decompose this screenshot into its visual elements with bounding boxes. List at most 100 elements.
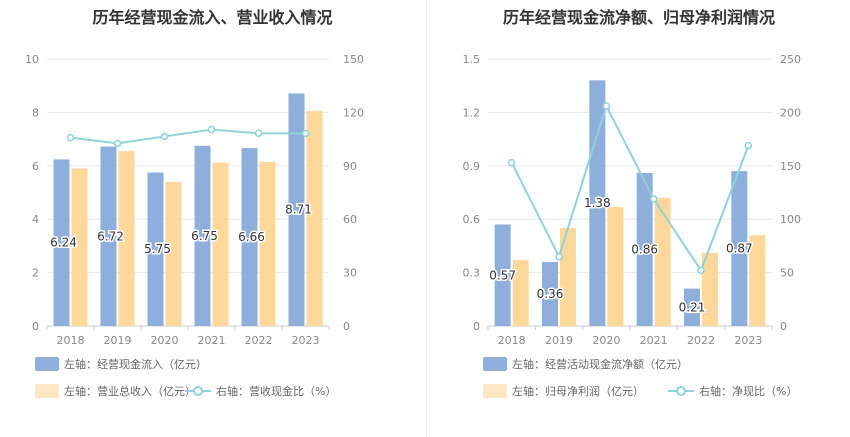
bar-2[interactable] [607, 206, 624, 326]
data-label: 0.36 [537, 287, 564, 301]
ratio-point[interactable] [555, 252, 563, 261]
legend-line-swatch [668, 386, 694, 396]
x-tick-label: 2021 [640, 334, 668, 347]
y-left-tick-label: 1.5 [463, 53, 481, 66]
bar-2[interactable] [654, 197, 671, 326]
bar-1[interactable] [288, 93, 305, 327]
y-left-tick-label: 10 [25, 53, 39, 66]
bar-2[interactable] [306, 111, 323, 326]
data-label: 0.21 [679, 300, 706, 314]
legend-item-bar-1[interactable]: 左轴：经营活动现金流净额（亿元） [483, 356, 688, 372]
x-tick-label: 2018 [498, 334, 526, 347]
ratio-line [70, 128, 306, 145]
bar-1[interactable] [53, 159, 70, 326]
x-tick-label: 2018 [57, 334, 85, 347]
chart-title: 历年经营现金流净额、归母净利润情况 [502, 8, 775, 27]
y-right-tick-label: 50 [780, 267, 794, 280]
legend-item-bar-1[interactable]: 左轴：经营现金流入（亿元） [35, 356, 207, 372]
y-left-tick-label: 0.6 [463, 213, 481, 226]
bar-1[interactable] [731, 171, 748, 326]
legend-item-bar-2[interactable]: 左轴：营业总收入（亿元） [35, 383, 196, 399]
ratio-point[interactable] [602, 102, 611, 110]
legend-label: 左轴：营业总收入（亿元） [64, 385, 196, 398]
bar-1[interactable] [542, 261, 558, 326]
bar-2[interactable] [702, 253, 718, 326]
bar-2[interactable] [118, 151, 135, 326]
bar-1[interactable] [494, 224, 511, 326]
bar-1[interactable] [194, 145, 211, 326]
legend-label: 左轴：经营现金流入（亿元） [64, 358, 207, 371]
bar-2[interactable] [212, 162, 229, 326]
bar-1[interactable] [241, 148, 258, 326]
y-right-tick-label: 200 [780, 106, 801, 119]
bar-1[interactable] [100, 146, 117, 326]
y-right-tick-label: 100 [780, 213, 801, 226]
bar-2[interactable] [512, 260, 529, 326]
x-tick-label: 2020 [151, 334, 179, 347]
y-left-tick-label: 4 [32, 213, 39, 226]
bar-1[interactable] [684, 288, 700, 326]
y-left-tick-label: 8 [32, 106, 39, 119]
data-label: 0.86 [631, 242, 658, 256]
ratio-point[interactable] [744, 141, 753, 150]
bar-2[interactable] [749, 235, 766, 326]
legend-line-swatch [185, 386, 211, 396]
y-left-tick-label: 0 [32, 320, 39, 333]
y-right-tick-label: 250 [780, 53, 801, 66]
y-left-tick-label: 2 [32, 267, 39, 280]
y-right-tick-label: 150 [780, 160, 801, 173]
ratio-point[interactable] [254, 129, 263, 137]
x-tick-label: 2019 [545, 334, 573, 347]
data-label: 0.57 [489, 268, 516, 282]
bar-1[interactable] [589, 80, 606, 326]
bar-2[interactable] [71, 168, 88, 326]
y-left-tick-label: 0.9 [463, 160, 481, 173]
legend-label: 右轴：营收现金比（%） [216, 385, 337, 398]
data-label: 6.72 [97, 229, 124, 243]
x-tick-label: 2023 [292, 334, 320, 347]
ratio-line [510, 103, 750, 273]
legend-label: 左轴：归母净利润（亿元） [512, 385, 644, 398]
chart-plot-area: 0 0 0.3 50 0.6 100 0.9 150 1.2 200 1.5 250 2018 2019 2… [463, 53, 802, 347]
bar-2[interactable] [165, 181, 182, 326]
chart-legend: 左轴：经营活动现金流净额（亿元） 左轴：归母净利润（亿元） 右轴：净现比（%） [483, 356, 843, 406]
x-tick-label: 2023 [734, 334, 762, 347]
bar-2[interactable] [560, 228, 576, 326]
chart-title: 历年经营现金流入、营业收入情况 [92, 8, 333, 27]
ratio-point[interactable] [507, 158, 516, 167]
x-tick-label: 2021 [198, 334, 226, 347]
legend-swatch [35, 384, 59, 398]
x-tick-label: 2019 [104, 334, 132, 347]
bar-2[interactable] [259, 161, 276, 326]
ratio-point[interactable] [160, 132, 169, 141]
bar-1[interactable] [147, 172, 164, 326]
y-right-tick-label: 0 [343, 320, 350, 333]
ratio-point[interactable] [301, 129, 310, 138]
legend-swatch [483, 357, 507, 371]
data-label: 0.87 [726, 242, 753, 256]
legend-label: 右轴：净现比（%） [699, 385, 798, 398]
y-right-tick-label: 120 [343, 106, 364, 119]
bar-1[interactable] [636, 172, 653, 326]
ratio-point[interactable] [207, 125, 216, 134]
legend-item-line[interactable]: 右轴：营收现金比（%） [185, 383, 336, 399]
x-tick-label: 2020 [592, 334, 620, 347]
ratio-point[interactable] [697, 266, 705, 275]
chart-legend: 左轴：经营现金流入（亿元） 左轴：营业总收入（亿元） 右轴：营收现金比（%） [35, 356, 415, 406]
y-left-tick-label: 6 [32, 160, 39, 173]
y-left-tick-label: 0 [473, 320, 480, 333]
legend-label: 左轴：经营活动现金流净额（亿元） [512, 358, 688, 371]
ratio-point[interactable] [649, 195, 658, 203]
chart-plot-area: 0 0 2 30 4 60 6 90 8 120 10 150 2018 2019 2020 2021 2022… [25, 53, 364, 347]
y-right-tick-label: 0 [780, 320, 787, 333]
y-right-tick-label: 150 [343, 53, 364, 66]
ratio-point[interactable] [113, 139, 122, 148]
data-label: 6.75 [191, 229, 218, 243]
legend-item-line[interactable]: 右轴：净现比（%） [668, 383, 797, 399]
legend-item-bar-2[interactable]: 左轴：归母净利润（亿元） [483, 383, 644, 399]
chart-panel-netcash-profit: 历年经营现金流净额、归母净利润情况 0 0 0.3 50 0.6 100 0.9 150 1.2… [428, 0, 850, 437]
legend-swatch [483, 384, 507, 398]
ratio-point[interactable] [66, 133, 75, 142]
data-label: 6.24 [50, 236, 77, 250]
chart-panel-cashflow-revenue: 历年经营现金流入、营业收入情况 0 0 2 30 4 60 6 90 8 120 10 150 2018… [25, 8, 415, 406]
